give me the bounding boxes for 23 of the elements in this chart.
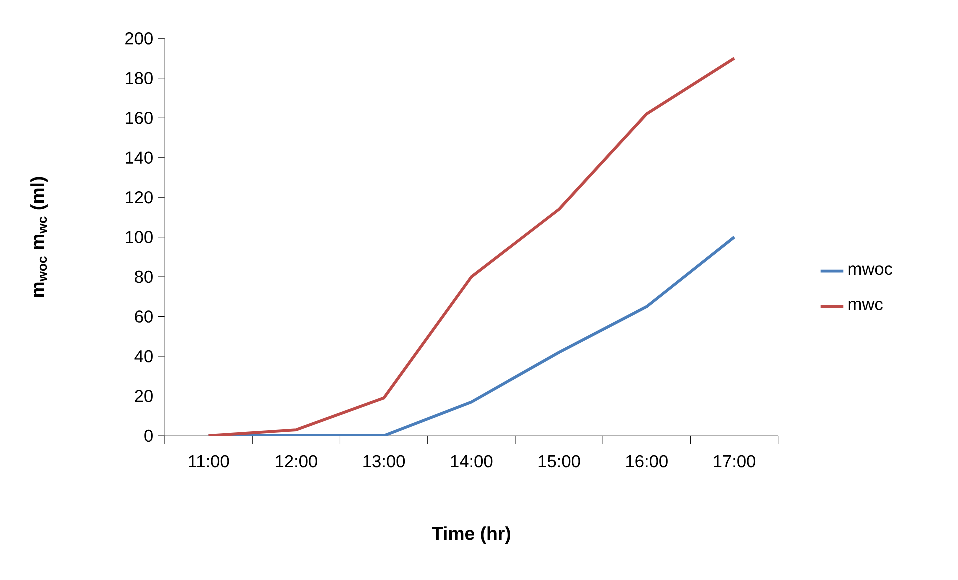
y-tick-label: 20	[135, 390, 153, 402]
x-tick-label: 11:00	[189, 455, 230, 468]
x-tick-label: 16:00	[626, 455, 668, 468]
x-tick-label: 12:00	[276, 455, 318, 468]
y-tick-label: 200	[126, 32, 153, 45]
y-tick-label: 100	[126, 231, 153, 244]
x-tick-label: 14:00	[451, 455, 493, 468]
x-tick-label: 17:00	[714, 455, 756, 468]
legend-label: mwoc	[848, 266, 893, 276]
y-axis-title: m$_{woc}$ m$_{wc}$ (ml)	[30, 177, 48, 298]
x-tick-label: 13:00	[364, 455, 406, 468]
y-tick-label: 160	[126, 112, 153, 124]
x-tick-label: 15:00	[538, 455, 580, 468]
legend-label: mwc	[848, 300, 883, 310]
y-tick-label: 180	[126, 72, 153, 85]
y-tick-label: 60	[135, 310, 153, 323]
y-tick-label: 80	[135, 270, 153, 284]
y-tick-label: 120	[126, 191, 153, 204]
y-tick-label: 140	[126, 152, 153, 164]
x-axis-title: Time (hr)	[432, 526, 510, 544]
y-tick-label: 40	[134, 350, 153, 363]
y-tick-label: 0	[144, 430, 153, 442]
line-series	[207, 57, 736, 436]
